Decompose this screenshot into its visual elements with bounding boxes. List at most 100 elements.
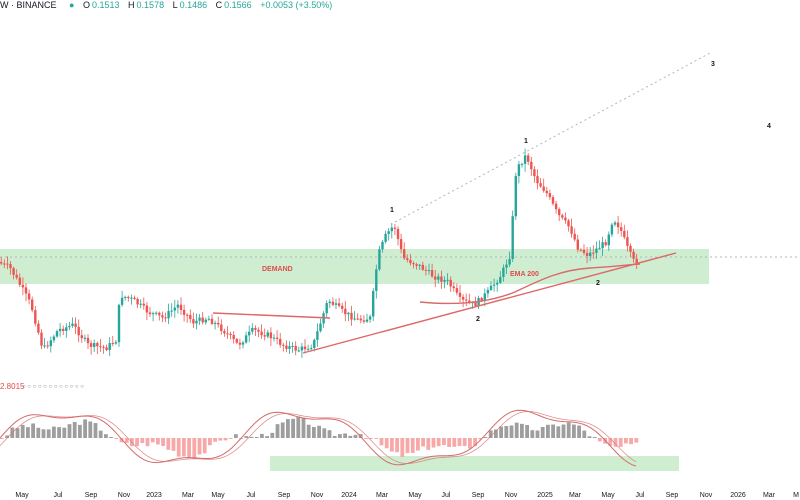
candle-body (117, 304, 121, 343)
candle-body (384, 233, 387, 242)
candle (207, 315, 211, 321)
candle (62, 325, 65, 336)
histogram-bar (488, 430, 493, 438)
candle (164, 312, 167, 323)
candle-body (337, 303, 341, 306)
candle (381, 239, 384, 253)
candle-body (421, 264, 424, 270)
candle (170, 303, 173, 317)
candle (77, 319, 80, 343)
candle (499, 271, 502, 284)
candle (282, 342, 285, 352)
candle (182, 304, 186, 322)
histogram-bar (618, 438, 623, 447)
histogram-bar (431, 438, 436, 448)
candle-body (527, 155, 530, 162)
candle (21, 277, 25, 296)
histogram-bar (582, 430, 587, 438)
candle (325, 300, 328, 318)
candle (223, 328, 226, 337)
histogram-bar (306, 424, 311, 438)
candle (127, 295, 130, 302)
histogram-bar (390, 438, 394, 452)
x-axis-tick-label: May (211, 492, 225, 499)
candle (0, 257, 3, 266)
candle (275, 330, 279, 345)
candle (365, 313, 369, 323)
candle-body (356, 318, 359, 320)
candle-body (272, 337, 276, 339)
candle (573, 228, 576, 242)
candle (15, 269, 18, 280)
candle (359, 315, 362, 324)
candle-body (244, 335, 248, 343)
oscillator-zone (270, 456, 679, 471)
x-axis-tick-label: May (15, 492, 29, 499)
candle-body (99, 346, 102, 348)
candle-body (613, 222, 617, 225)
candle-body (96, 343, 99, 347)
histogram-bar (249, 436, 254, 438)
candle-body (15, 274, 18, 278)
candle (244, 331, 248, 344)
candle (561, 213, 564, 220)
candle-body (328, 301, 331, 304)
candle-body (390, 227, 393, 232)
candle (288, 341, 291, 354)
candle (71, 317, 74, 328)
candle (415, 262, 418, 270)
histogram-bar (327, 430, 332, 438)
candle (613, 220, 617, 227)
candle (74, 317, 77, 334)
candle (579, 248, 583, 252)
candle (533, 166, 536, 183)
candle-body (207, 318, 211, 320)
candle-body (12, 268, 15, 275)
candle (508, 251, 511, 268)
candle-body (3, 263, 6, 265)
histogram-group (0, 416, 639, 459)
candle-body (43, 345, 46, 347)
candle (300, 342, 304, 358)
candle-body (235, 339, 238, 343)
candle (598, 240, 601, 250)
histogram-bar (468, 438, 472, 449)
candle-body (257, 329, 260, 332)
candle-body (0, 262, 3, 264)
candle (514, 172, 517, 220)
histogram-bar (104, 434, 108, 438)
candle-body (65, 327, 68, 332)
candle (235, 337, 238, 345)
candle (412, 261, 415, 269)
candle-body (238, 342, 242, 345)
histogram-bar (166, 438, 171, 450)
candle-body (319, 323, 322, 332)
candle-body (455, 288, 459, 293)
candle-body (437, 276, 440, 280)
x-axis-tick-label: Sep (666, 492, 679, 499)
candle (189, 309, 192, 323)
candle (356, 313, 359, 321)
candle-body (136, 298, 139, 305)
wave-label-3: 1 (524, 138, 528, 145)
candle-body (77, 326, 80, 336)
candle-body (325, 303, 328, 314)
histogram-bar (348, 435, 353, 438)
histogram-bar (624, 438, 628, 444)
candle-body (223, 331, 226, 334)
candle (623, 224, 626, 240)
candle-body (111, 343, 114, 345)
open-value: 0.1513 (92, 0, 120, 10)
candle (241, 340, 245, 349)
symbol-label[interactable]: W · BINANCE (0, 0, 57, 10)
candle-body (520, 163, 524, 165)
candle-body (186, 314, 189, 316)
histogram-bar (364, 438, 368, 439)
histogram-bar (301, 417, 306, 438)
x-axis-tick-label: 2025 (537, 492, 553, 499)
x-axis-tick-label: Mar (182, 492, 195, 499)
candle-body (350, 312, 353, 320)
close-label: C (215, 0, 223, 10)
candle-body (189, 314, 192, 320)
